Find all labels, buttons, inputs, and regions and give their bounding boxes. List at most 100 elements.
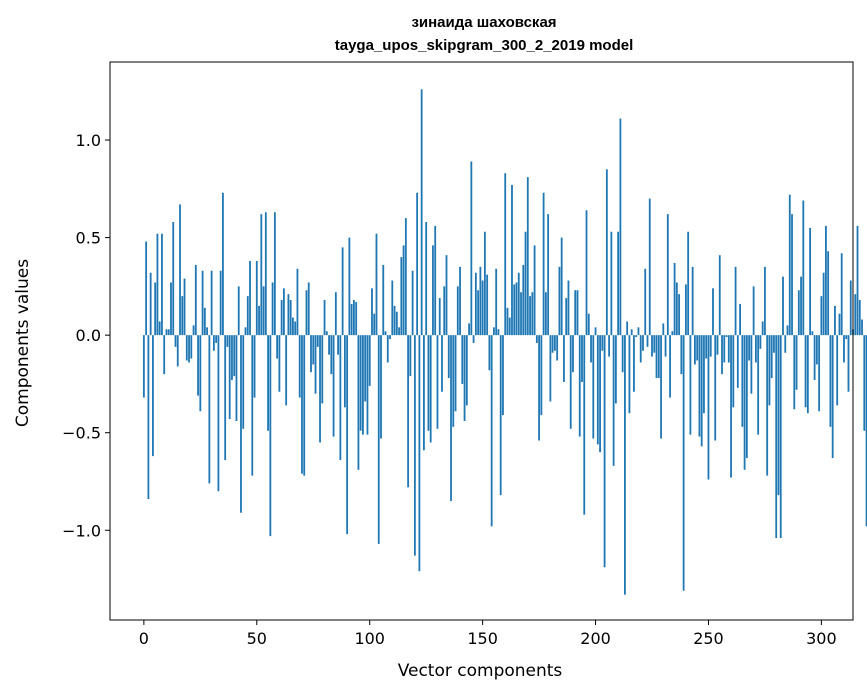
bar-98 (364, 335, 367, 402)
bar-269 (750, 335, 753, 394)
bar-79 (321, 335, 324, 404)
bar-78 (319, 335, 321, 443)
bar-312 (847, 335, 850, 392)
y-axis-ticks: −1.0 −0.5 0.0 0.5 1.0 (62, 131, 110, 540)
bar-171 (529, 296, 531, 336)
bar-272 (757, 335, 760, 435)
bar-42 (237, 286, 240, 336)
bar-93 (353, 300, 355, 336)
bar-170 (526, 177, 529, 336)
x-tick-label: 100 (354, 629, 385, 648)
bar-6 (156, 233, 159, 336)
bar-73 (307, 282, 310, 336)
bar-74 (310, 335, 312, 373)
bar-319 (863, 335, 866, 431)
bar-238 (680, 335, 683, 375)
bar-24 (197, 335, 199, 396)
bar-55 (267, 335, 269, 431)
bar-26 (201, 270, 204, 336)
bar-221 (642, 335, 644, 351)
bar-286 (788, 194, 791, 336)
bar-175 (538, 335, 540, 441)
bar-113 (398, 327, 400, 336)
bar-84 (332, 335, 335, 437)
bar-44 (242, 335, 245, 429)
bar-54 (264, 212, 267, 336)
bar-168 (522, 264, 525, 336)
bar-49 (253, 335, 256, 398)
bar-82 (328, 335, 330, 355)
bar-285 (786, 325, 789, 336)
bar-283 (782, 276, 784, 336)
bar-313 (849, 280, 852, 336)
bar-182 (553, 335, 556, 351)
bar-111 (393, 305, 396, 336)
bar-131 (438, 298, 441, 336)
bar-218 (635, 335, 638, 338)
bar-119 (411, 270, 414, 336)
y-tick-label: −0.5 (62, 424, 101, 443)
bar-72 (305, 290, 308, 336)
bar-71 (303, 335, 306, 476)
bar-247 (700, 335, 703, 447)
bar-256 (721, 335, 723, 375)
bar-127 (429, 335, 432, 443)
bar-176 (540, 335, 543, 416)
bar-62 (282, 288, 285, 336)
bar-63 (285, 335, 288, 406)
bar-150 (481, 280, 484, 336)
bar-142 (463, 335, 466, 421)
bar-234 (671, 331, 674, 336)
bar-107 (384, 331, 387, 336)
bar-268 (748, 335, 751, 361)
bar-37 (226, 335, 229, 347)
bar-217 (633, 335, 635, 392)
bar-61 (280, 300, 283, 336)
bar-10 (165, 329, 168, 336)
bar-273 (759, 335, 762, 349)
bar-18 (183, 278, 186, 336)
bar-47 (249, 261, 251, 336)
bar-210 (617, 231, 620, 336)
bar-240 (684, 284, 687, 336)
bar-161 (506, 307, 509, 336)
bar-123 (420, 89, 423, 336)
bar-45 (244, 327, 247, 336)
bar-186 (563, 335, 565, 382)
bar-287 (791, 214, 793, 336)
bars-group (142, 89, 867, 595)
bar-48 (251, 335, 254, 476)
bar-51 (258, 305, 260, 336)
bar-290 (797, 290, 800, 336)
bar-294 (806, 335, 809, 414)
bar-147 (474, 272, 477, 336)
x-tick-label: 150 (467, 629, 498, 648)
bar-214 (626, 321, 629, 336)
bar-251 (709, 335, 712, 357)
bar-284 (784, 335, 787, 353)
bar-20 (188, 335, 190, 363)
bar-196 (585, 210, 588, 336)
bar-271 (754, 335, 757, 363)
bar-76 (314, 335, 317, 394)
bar-21 (190, 335, 193, 359)
bar-158 (499, 335, 502, 496)
bar-155 (493, 327, 495, 336)
bar-129 (434, 225, 437, 336)
bar-178 (544, 292, 547, 336)
bar-105 (380, 335, 382, 439)
bar-148 (477, 290, 480, 336)
bar-53 (262, 286, 265, 336)
bar-263 (736, 335, 739, 388)
bar-192 (576, 290, 579, 336)
bar-124 (423, 335, 425, 451)
bar-265 (741, 335, 744, 427)
bar-237 (678, 294, 681, 336)
chart-subtitle: tayga_upos_skipgram_300_2_2019 model (335, 37, 634, 54)
x-axis-label: Vector components (398, 661, 563, 681)
x-axis-ticks: 0 50 100 150 200 250 300 (139, 620, 837, 648)
bar-33 (217, 335, 220, 492)
bar-191 (574, 290, 577, 336)
bar-29 (208, 335, 211, 484)
bar-242 (689, 335, 692, 435)
